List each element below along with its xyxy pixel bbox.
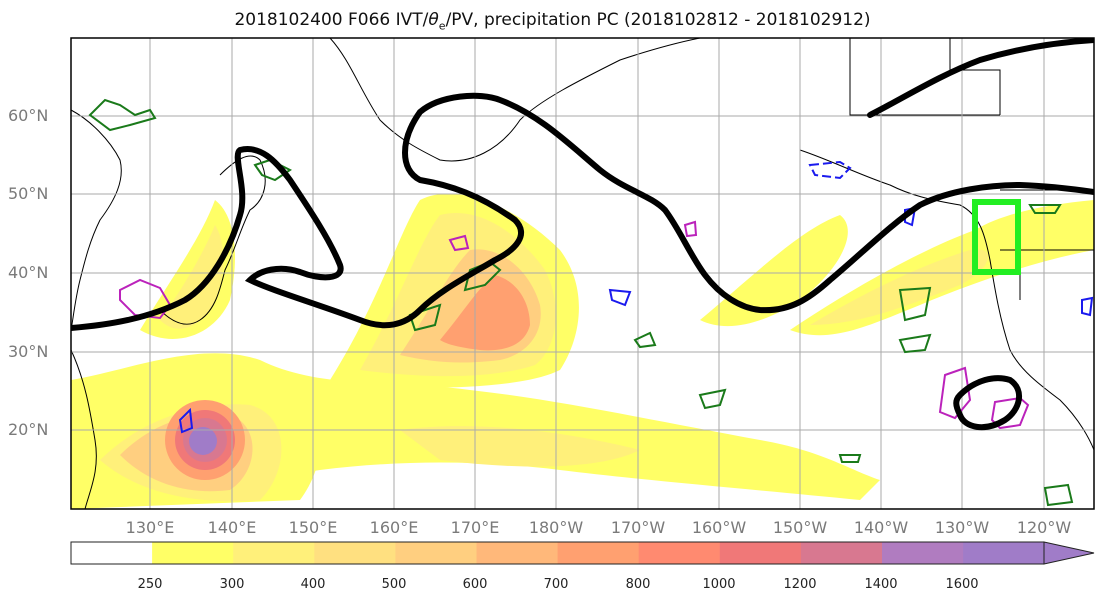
lon-label-130w: 130°W (934, 518, 990, 537)
colorbar-segment (719, 542, 802, 564)
colorbar-tick-600: 600 (462, 577, 488, 592)
pv-contours (71, 38, 1094, 431)
colorbar-segment (314, 542, 396, 564)
gridlines (71, 38, 1094, 509)
lon-label-150w: 150°W (772, 518, 828, 537)
colorbar-tick-400: 400 (300, 577, 326, 592)
colorbar-tick-1400: 1400 (864, 577, 898, 592)
colorbar-tick-1200: 1200 (783, 577, 817, 592)
precip-contours (88, 98, 1094, 507)
colorbar-frame (70, 541, 1045, 565)
lon-label-130e: 130°E (125, 518, 175, 537)
colorbar-segment (800, 542, 883, 564)
colorbar-segment (152, 542, 234, 564)
colorbar-segment (638, 542, 721, 564)
colorbar-segment (395, 542, 477, 564)
colorbar-segment (557, 542, 640, 564)
colorbar-segments (71, 542, 1045, 564)
lon-label-170w: 170°W (610, 518, 666, 537)
colorbar-tick-1000: 1000 (702, 577, 736, 592)
coastlines (71, 38, 1094, 509)
colorbar-segment (882, 542, 964, 564)
colorbar-segment-below (71, 542, 153, 564)
lon-label-170e: 170°E (450, 518, 500, 537)
colorbar-extend-arrow (1043, 541, 1095, 565)
lon-label-180w: 180°W (528, 518, 584, 537)
map-title: 2018102400 F066 IVT/θe/PV, precipitation… (234, 10, 871, 33)
lon-label-120w: 120°W (1016, 518, 1072, 537)
highlight-box (972, 199, 1021, 275)
lon-label-160w: 160°W (691, 518, 747, 537)
lat-label-50n: 50°N (8, 184, 49, 203)
map-frame (70, 37, 1095, 510)
lon-label-140w: 140°W (853, 518, 909, 537)
lon-label-160e: 160°E (369, 518, 419, 537)
colorbar-segment (476, 542, 559, 564)
colorbar-tick-1600: 1600 (945, 577, 979, 592)
colorbar-segment (233, 542, 315, 564)
colorbar-tick-300: 300 (219, 577, 245, 592)
lat-label-60n: 60°N (8, 106, 49, 125)
lon-label-140e: 140°E (207, 518, 257, 537)
lat-label-30n: 30°N (8, 342, 49, 361)
colorbar-tick-700: 700 (543, 577, 569, 592)
colorbar-segment (963, 542, 1045, 564)
colorbar-tick-250: 250 (137, 577, 163, 592)
lat-label-40n: 40°N (8, 263, 49, 282)
colorbar-tick-800: 800 (625, 577, 651, 592)
lon-label-150e: 150°E (288, 518, 338, 537)
colorbar-tick-500: 500 (381, 577, 407, 592)
lat-label-20n: 20°N (8, 420, 49, 439)
